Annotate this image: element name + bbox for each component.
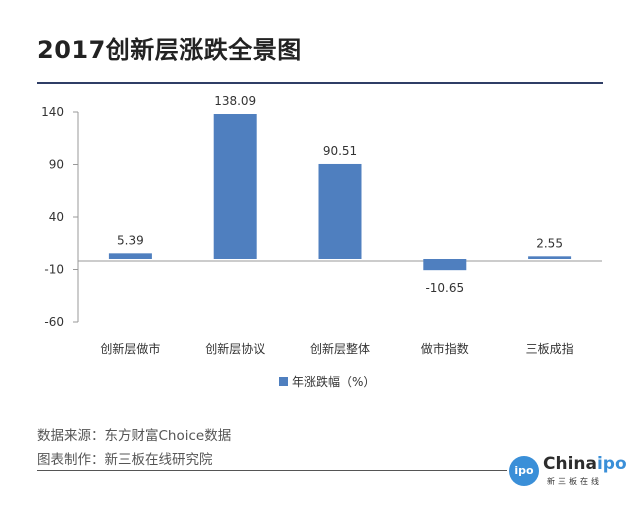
- legend: 年涨跌幅（%）: [279, 374, 375, 389]
- logo-wordmark: Chinaipo: [543, 454, 627, 474]
- bar: [528, 256, 572, 259]
- bar: [318, 163, 362, 259]
- bar: [423, 259, 467, 271]
- bar-value-label: 138.09: [214, 94, 256, 108]
- x-category-label: 做市指数: [421, 341, 469, 356]
- logo-circle: ipo: [509, 456, 539, 486]
- x-category-label: 创新层协议: [205, 341, 265, 356]
- y-tick-label: 140: [41, 105, 64, 119]
- bar-value-label: -10.65: [425, 281, 464, 295]
- y-tick-label: 40: [49, 210, 64, 224]
- x-category-label: 创新层整体: [310, 341, 370, 356]
- bar-value-label: 5.39: [117, 233, 144, 247]
- bar: [108, 253, 152, 259]
- legend-label: 年涨跌幅（%）: [292, 374, 375, 389]
- chart-title: 2017创新层涨跌全景图: [37, 36, 302, 64]
- logo-word-highlight: ipo: [596, 454, 627, 474]
- logo-subtitle: 新三板在线: [547, 477, 602, 486]
- chinaipo-logo: ipo Chinaipo 新三板在线: [509, 453, 627, 493]
- x-category-label: 创新层做市: [100, 341, 160, 356]
- bar-value-label: 90.51: [323, 144, 357, 158]
- y-tick-label: -10: [44, 263, 64, 277]
- bar: [213, 114, 257, 260]
- y-tick-label: 90: [49, 158, 64, 172]
- x-category-label: 三板成指: [526, 341, 574, 356]
- logo-word-prefix: China: [543, 454, 597, 474]
- title-divider: [37, 82, 603, 84]
- chart-maker: 图表制作：新三板在线研究院: [37, 452, 213, 468]
- legend-swatch: [279, 377, 288, 386]
- footer-divider: [37, 470, 507, 471]
- bar-value-label: 2.55: [536, 236, 563, 250]
- data-source: 数据来源：东方财富Choice数据: [37, 428, 232, 444]
- y-tick-label: -60: [44, 315, 64, 329]
